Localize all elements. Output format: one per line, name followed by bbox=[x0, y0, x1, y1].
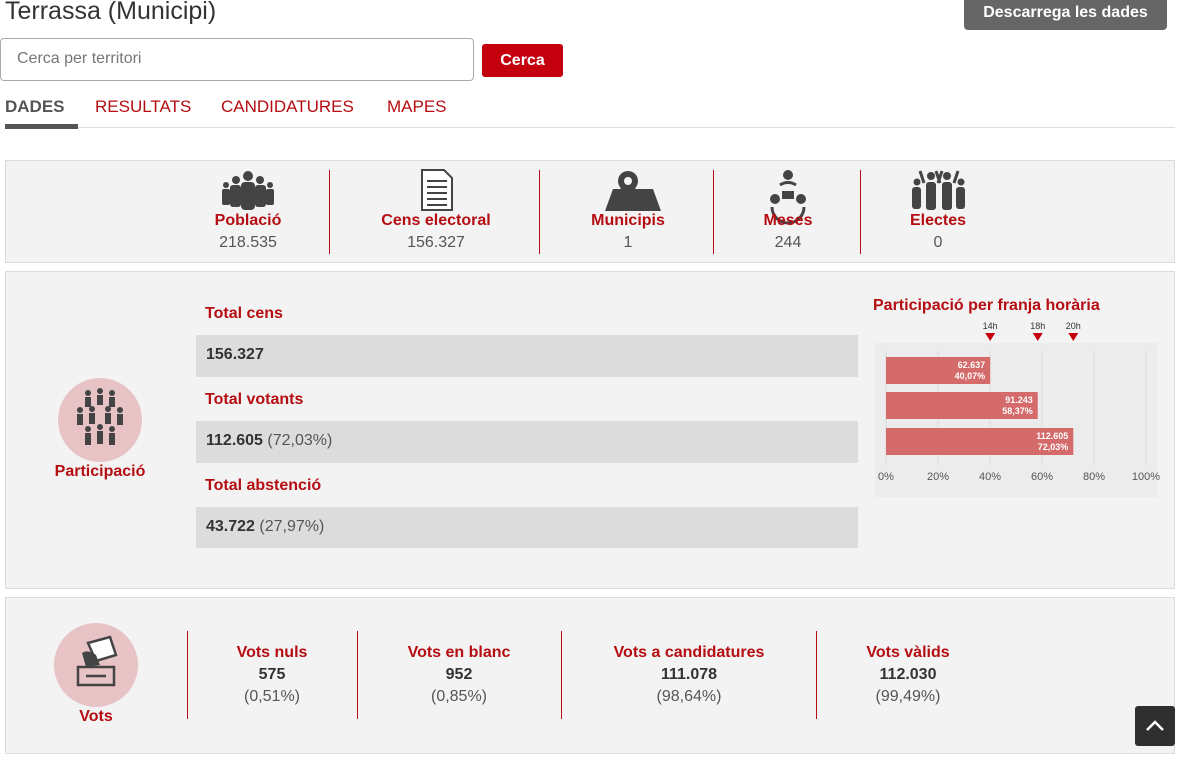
map-icon bbox=[605, 171, 661, 211]
bar-label: 62.637 bbox=[958, 360, 986, 370]
ballot-icon bbox=[76, 635, 118, 687]
separator bbox=[561, 631, 562, 719]
crowd-icon bbox=[77, 388, 123, 445]
x-tick-label: 60% bbox=[1031, 471, 1053, 483]
search-placeholder: Cerca per territori bbox=[17, 50, 142, 67]
active-tab-underline bbox=[5, 124, 78, 129]
elected-icon bbox=[912, 170, 965, 210]
row-label: Total votants bbox=[205, 391, 304, 408]
vote-value: 952 bbox=[445, 666, 473, 683]
row-value: 112.605 bbox=[206, 432, 263, 449]
stat-value: 244 bbox=[774, 234, 802, 251]
vote-label: Vots vàlids bbox=[866, 644, 950, 661]
separator bbox=[187, 631, 188, 719]
tab[interactable]: DADES bbox=[5, 97, 65, 116]
stat-label: Població bbox=[214, 212, 282, 229]
vote-pct: (99,49%) bbox=[875, 688, 941, 705]
stat-label: Meses bbox=[763, 212, 813, 229]
votes-label: Vots bbox=[79, 708, 113, 725]
bar-label: 58,37% bbox=[1002, 406, 1033, 416]
tab-divider bbox=[5, 127, 1175, 128]
tab[interactable]: RESULTATS bbox=[95, 97, 192, 116]
x-tick-label: 0% bbox=[878, 471, 894, 483]
bar-label: 72,03% bbox=[1038, 442, 1069, 452]
stat-label: Electes bbox=[909, 212, 967, 229]
row-value: 43.722 bbox=[206, 518, 255, 535]
time-marker bbox=[1032, 333, 1043, 341]
time-marker bbox=[985, 333, 996, 341]
votes-icon bbox=[54, 623, 138, 707]
scroll-top-button[interactable] bbox=[1135, 706, 1175, 746]
votes-panel bbox=[5, 597, 1175, 754]
vote-value: 111.078 bbox=[660, 666, 718, 683]
chart-title: Participació per franja horària bbox=[873, 297, 1100, 314]
census-icon bbox=[421, 169, 453, 211]
row-pct: (72,03%) bbox=[267, 432, 333, 449]
row-label: Total abstenció bbox=[205, 477, 322, 494]
row-value: 156.327 bbox=[206, 346, 264, 363]
row-pct: (27,97%) bbox=[259, 518, 325, 535]
x-tick-label: 40% bbox=[979, 471, 1001, 483]
time-marker-label: 14h bbox=[983, 321, 998, 331]
stat-label: Cens electoral bbox=[381, 212, 491, 229]
vote-pct: (98,64%) bbox=[656, 688, 722, 705]
separator bbox=[539, 170, 540, 254]
participation-icon bbox=[58, 378, 142, 462]
vote-value: 575 bbox=[258, 666, 286, 683]
population-icon bbox=[222, 171, 274, 210]
tables-icon bbox=[770, 170, 806, 225]
summary-panel: Població 218.535 Cens electoral 156.327 … bbox=[5, 160, 1175, 263]
vote-pct: (0,85%) bbox=[430, 688, 488, 705]
bar-label: 40,07% bbox=[955, 371, 986, 381]
row-value-box: 156.327 bbox=[196, 335, 858, 377]
separator bbox=[713, 170, 714, 254]
page-title: Terrassa (Municipi) bbox=[5, 0, 217, 25]
stat-label: Municipis bbox=[591, 212, 665, 229]
stat-value: 1 bbox=[623, 234, 633, 251]
row-value-box: 112.605 (72,03%) bbox=[196, 421, 858, 463]
stat-value: 218.535 bbox=[219, 234, 277, 251]
row-label: Total cens bbox=[205, 305, 283, 322]
vote-label: Vots nuls bbox=[236, 644, 308, 661]
search-input[interactable]: Cerca per territori bbox=[0, 38, 474, 81]
search-button[interactable]: Cerca bbox=[482, 44, 563, 77]
x-tick-label: 100% bbox=[1132, 471, 1160, 483]
separator bbox=[816, 631, 817, 719]
bar bbox=[886, 357, 991, 384]
summary-icons bbox=[222, 169, 965, 225]
participation-label: Participació bbox=[54, 463, 146, 480]
separator bbox=[329, 170, 330, 254]
bar bbox=[886, 428, 1074, 455]
stat-value: 156.327 bbox=[407, 234, 465, 251]
chevron-up bbox=[1146, 720, 1164, 731]
vote-pct: (0,51%) bbox=[243, 688, 301, 705]
x-tick-label: 20% bbox=[927, 471, 949, 483]
vote-label: Vots a candidatures bbox=[613, 644, 765, 661]
time-marker bbox=[1068, 333, 1079, 341]
tab[interactable]: MAPES bbox=[387, 97, 447, 116]
tab[interactable]: CANDIDATURES bbox=[221, 97, 354, 116]
separator bbox=[357, 631, 358, 719]
stat-value: 0 bbox=[933, 234, 943, 251]
row-value-box: 43.722 (27,97%) bbox=[196, 507, 858, 548]
separator bbox=[860, 170, 861, 254]
bar bbox=[886, 392, 1038, 419]
vote-value: 112.030 bbox=[879, 666, 937, 683]
x-tick-label: 80% bbox=[1083, 471, 1105, 483]
download-button[interactable]: Descarrega les dades bbox=[964, 0, 1167, 30]
bar-label: 91.243 bbox=[1005, 395, 1033, 405]
vote-label: Vots en blanc bbox=[407, 644, 511, 661]
bar-label: 112.605 bbox=[1036, 431, 1068, 441]
time-marker-label: 18h bbox=[1030, 321, 1045, 331]
time-marker-label: 20h bbox=[1066, 321, 1081, 331]
